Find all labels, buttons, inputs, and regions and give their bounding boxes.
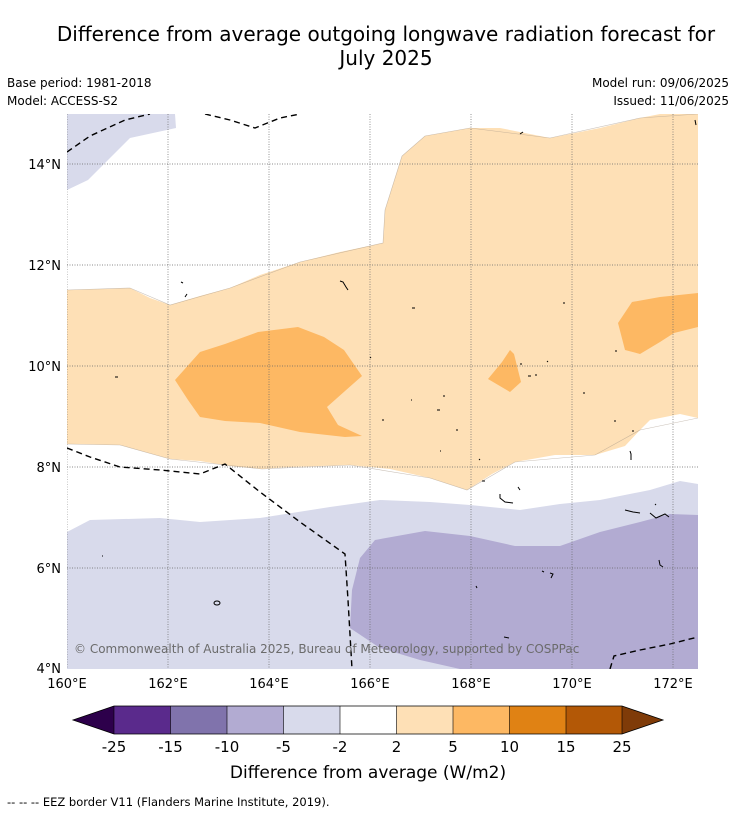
map-title: Difference from average outgoing longwav… [0, 22, 736, 70]
model-run: Model run: 09/06/2025 [591, 76, 729, 90]
lon-tick: 164°E [249, 677, 289, 692]
longitude-labels: 160°E 162°E 164°E 166°E 168°E 170°E 172°… [47, 677, 693, 692]
lon-tick: 160°E [47, 677, 87, 692]
colorbar-tick: -10 [215, 738, 240, 756]
colorbar-bin [114, 706, 171, 734]
colorbar-tick: -5 [276, 738, 291, 756]
contour-lines [67, 114, 698, 491]
colorbar-bin [566, 706, 622, 734]
lon-tick: 162°E [148, 677, 188, 692]
eez-border [67, 114, 698, 669]
colorbar: -25 -15 -10 -5 -2 2 5 10 15 25 Differenc… [71, 705, 665, 783]
colorbar-tick: 10 [500, 738, 519, 756]
latitude-labels: 14°N 12°N 10°N 8°N 6°N 4°N [28, 158, 61, 677]
copyright-text: © Commonwealth of Australia 2025, Bureau… [74, 642, 579, 656]
lat-tick: 14°N [28, 158, 61, 173]
colorbar-tick: -2 [333, 738, 348, 756]
meta-left: Base period: 1981-2018 Model: ACCESS-S2 [7, 74, 152, 110]
map-area: © Commonwealth of Australia 2025, Bureau… [67, 114, 698, 669]
olr-region-bottom-purple [350, 514, 698, 669]
title-line-2: July 2025 [339, 46, 433, 70]
colorbar-bin [509, 706, 566, 734]
lon-tick: 172°E [653, 677, 693, 692]
colorbar-label: Difference from average (W/m2) [230, 763, 506, 783]
lon-tick: 166°E [350, 677, 390, 692]
colorbar-tick: 2 [392, 738, 402, 756]
lon-tick: 170°E [552, 677, 592, 692]
colorbar-tick: 5 [448, 738, 458, 756]
lat-tick: 8°N [37, 461, 62, 476]
colorbar-tick: -25 [102, 738, 127, 756]
lat-tick: 6°N [37, 562, 62, 577]
gridlines [67, 114, 698, 669]
olr-region-top-left-lavender [67, 114, 176, 190]
model-name: Model: ACCESS-S2 [7, 94, 119, 108]
olr-region-orange-center [488, 350, 521, 392]
lat-tick: 12°N [28, 259, 61, 274]
colorbar-tick: 25 [612, 738, 631, 756]
lat-tick: 4°N [37, 662, 62, 677]
meta-right: Model run: 09/06/2025 Issued: 11/06/2025 [592, 74, 729, 110]
colorbar-bin [227, 706, 284, 734]
colorbar-bin [453, 706, 510, 734]
olr-region-orange-right [618, 293, 698, 354]
colorbar-arrow-low [73, 706, 114, 734]
base-period: Base period: 1981-2018 [7, 76, 152, 90]
lon-tick: 168°E [451, 677, 491, 692]
colorbar-bin [283, 706, 340, 734]
lat-tick: 10°N [28, 360, 61, 375]
colorbar-bin [396, 706, 453, 734]
colorbar-bin [170, 706, 227, 734]
title-line-1: Difference from average outgoing longwav… [56, 22, 716, 46]
issued-date: Issued: 11/06/2025 [613, 94, 729, 108]
colorbar-tick: -15 [158, 738, 183, 756]
colorbar-tick: 15 [556, 738, 575, 756]
eez-legend-note: -- -- -- EEZ border V11 (Flanders Marine… [7, 795, 330, 809]
colorbar-bin [340, 706, 397, 734]
islands [102, 119, 697, 639]
olr-region-orange-left [175, 327, 362, 437]
colorbar-arrow-high [622, 706, 663, 734]
